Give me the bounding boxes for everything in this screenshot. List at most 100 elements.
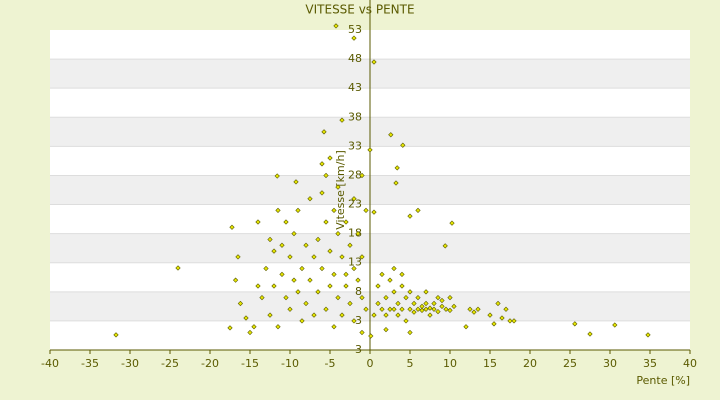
point xyxy=(395,300,401,307)
point xyxy=(327,155,333,161)
point xyxy=(331,271,337,277)
point xyxy=(507,318,513,324)
point xyxy=(435,308,441,315)
point xyxy=(431,300,437,307)
y-tick-label: 38 xyxy=(348,110,362,123)
point xyxy=(355,277,361,283)
point xyxy=(295,207,301,213)
point xyxy=(351,196,357,202)
y-tick-label: 13 xyxy=(348,256,362,269)
point xyxy=(303,242,309,248)
point xyxy=(339,254,345,260)
point xyxy=(351,265,357,272)
point xyxy=(247,329,253,336)
point xyxy=(113,332,119,338)
point xyxy=(232,277,239,283)
point xyxy=(275,324,281,330)
point xyxy=(319,190,325,196)
y-tick-label: 43 xyxy=(348,81,362,94)
point xyxy=(491,321,497,327)
point xyxy=(383,327,389,333)
point xyxy=(351,35,357,41)
point xyxy=(435,295,441,301)
x-tick-label: 10 xyxy=(443,357,457,370)
point xyxy=(419,307,425,314)
point xyxy=(423,289,429,295)
point xyxy=(415,306,421,312)
point xyxy=(255,283,261,289)
point xyxy=(393,180,399,186)
point xyxy=(237,300,244,307)
x-tick-label: 0 xyxy=(367,357,374,370)
y-axis-title: Vitesse [km/h] xyxy=(334,150,347,230)
point xyxy=(175,265,181,271)
chart-title: VITESSE vs PENTE xyxy=(305,3,414,17)
x-tick-label: -25 xyxy=(161,357,179,370)
point xyxy=(235,254,241,260)
point xyxy=(439,297,445,304)
point xyxy=(463,324,469,330)
point xyxy=(343,219,349,225)
point xyxy=(271,283,277,289)
point xyxy=(371,59,377,65)
point xyxy=(399,306,405,312)
point xyxy=(331,324,337,330)
point xyxy=(319,265,325,272)
point xyxy=(387,306,393,312)
point xyxy=(407,213,413,219)
point xyxy=(375,300,381,307)
point xyxy=(295,289,301,295)
point xyxy=(447,307,453,314)
point xyxy=(359,254,365,260)
point xyxy=(315,289,321,295)
point xyxy=(403,318,409,324)
point xyxy=(471,309,477,315)
point xyxy=(299,318,305,324)
point xyxy=(391,306,397,312)
point xyxy=(511,318,517,324)
point xyxy=(339,117,345,123)
point xyxy=(359,172,365,179)
point xyxy=(415,207,421,213)
x-tick-label: 25 xyxy=(563,357,577,370)
point xyxy=(323,172,329,179)
point xyxy=(259,295,265,301)
x-tick-label: -30 xyxy=(121,357,139,370)
point xyxy=(415,295,421,301)
point xyxy=(319,161,325,167)
point xyxy=(368,333,374,339)
point xyxy=(447,295,453,301)
point xyxy=(495,300,501,307)
point xyxy=(263,265,269,272)
point xyxy=(443,306,449,312)
point xyxy=(335,231,341,237)
y-tick-label: 48 xyxy=(348,52,362,65)
point xyxy=(279,242,285,248)
x-tick-label: 30 xyxy=(603,357,617,370)
point xyxy=(475,306,481,312)
point xyxy=(587,331,593,337)
point xyxy=(323,219,329,225)
point xyxy=(283,295,289,301)
x-tick-label: -40 xyxy=(41,357,59,370)
point xyxy=(267,312,273,318)
point xyxy=(291,277,297,283)
point xyxy=(347,242,353,248)
point xyxy=(371,209,377,215)
point xyxy=(229,224,235,230)
point xyxy=(403,295,409,301)
point xyxy=(251,324,257,330)
x-tick-label: 35 xyxy=(643,357,657,370)
y-tick-label: 23 xyxy=(348,198,362,211)
point xyxy=(323,306,329,312)
point xyxy=(423,306,429,312)
point xyxy=(339,312,345,318)
x-axis-title: Pente [%] xyxy=(636,374,690,387)
point xyxy=(331,207,337,213)
point xyxy=(271,248,277,254)
point xyxy=(327,248,333,254)
point xyxy=(645,332,651,338)
point xyxy=(351,318,357,324)
point xyxy=(303,300,309,307)
